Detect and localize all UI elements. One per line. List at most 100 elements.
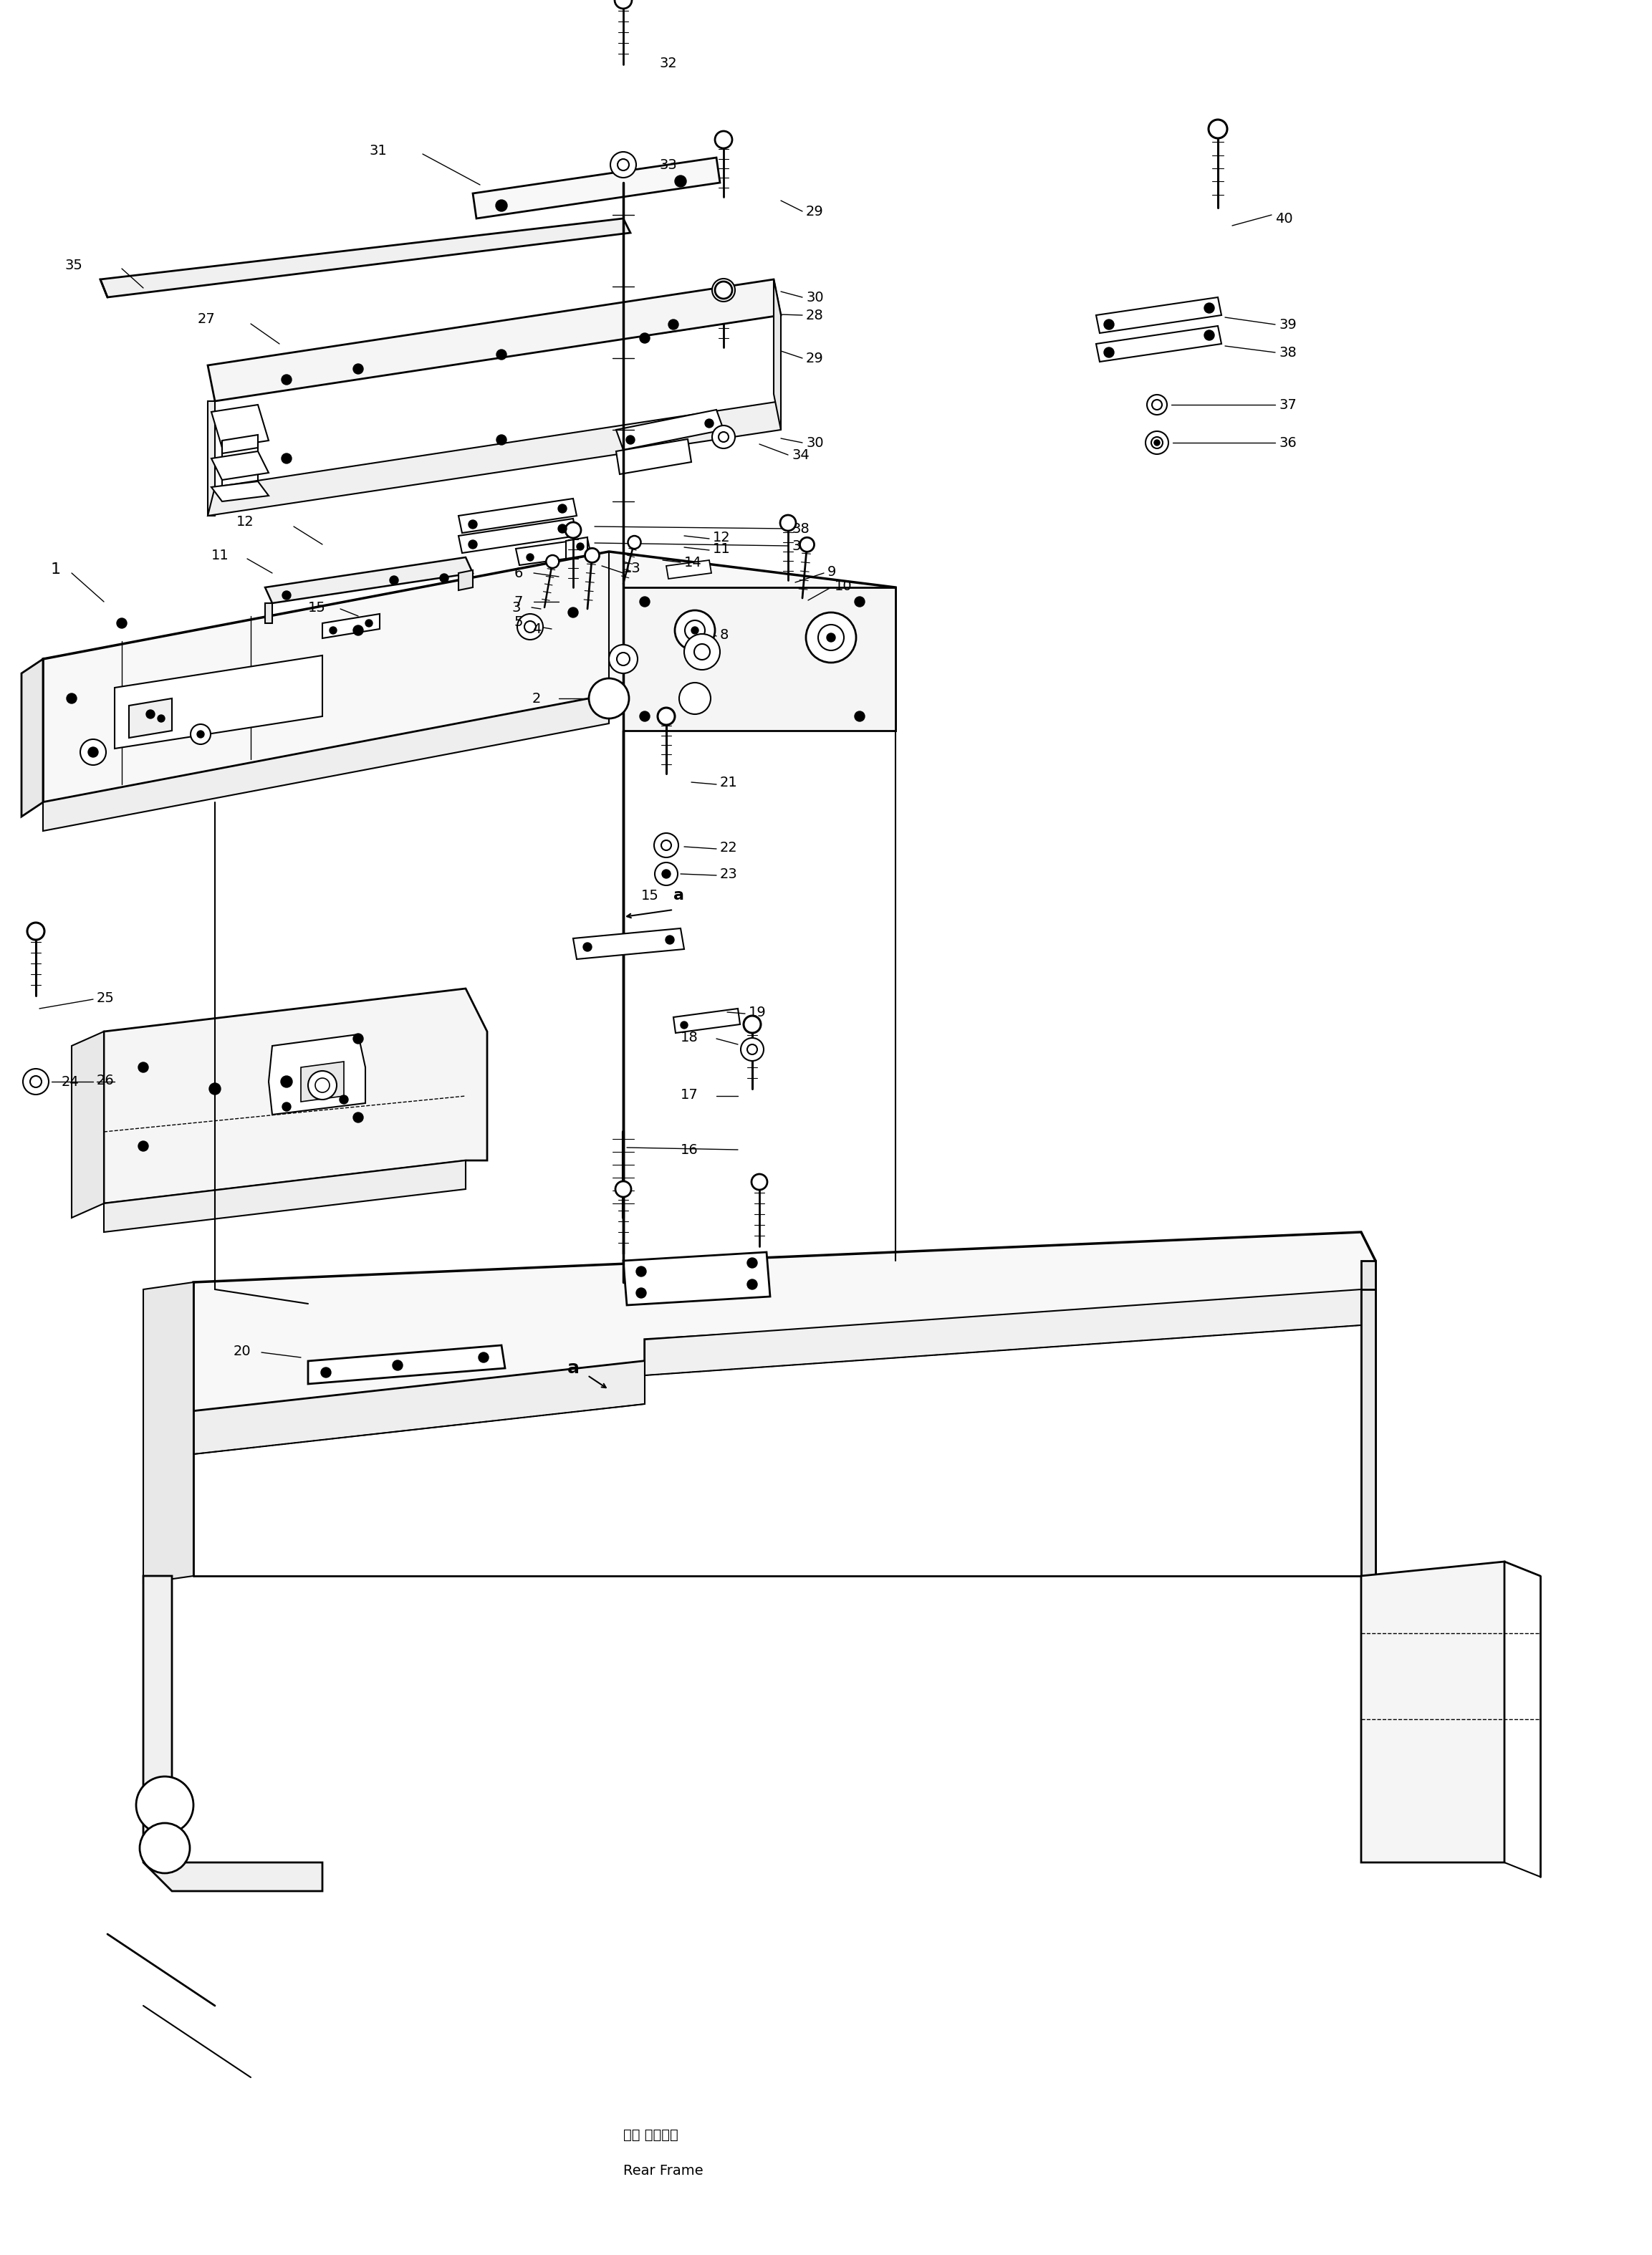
Circle shape xyxy=(190,724,210,744)
Circle shape xyxy=(818,625,844,649)
Polygon shape xyxy=(322,613,380,638)
Circle shape xyxy=(800,537,814,552)
Polygon shape xyxy=(1361,1290,1376,1576)
Circle shape xyxy=(26,922,45,940)
Circle shape xyxy=(694,645,710,661)
Circle shape xyxy=(715,282,732,298)
Polygon shape xyxy=(211,451,269,480)
Circle shape xyxy=(390,575,398,584)
Polygon shape xyxy=(71,1031,104,1218)
Text: 37: 37 xyxy=(1279,397,1297,410)
Polygon shape xyxy=(616,440,691,474)
Circle shape xyxy=(626,435,634,444)
Circle shape xyxy=(712,426,735,449)
Text: 25: 25 xyxy=(97,990,114,1006)
Circle shape xyxy=(1204,329,1214,341)
Circle shape xyxy=(752,1175,767,1191)
Circle shape xyxy=(307,1071,337,1100)
Circle shape xyxy=(568,607,578,618)
Circle shape xyxy=(719,433,729,442)
Circle shape xyxy=(740,1037,763,1060)
Text: 33: 33 xyxy=(659,158,677,171)
Circle shape xyxy=(157,715,165,722)
Circle shape xyxy=(210,1082,221,1094)
Text: 29: 29 xyxy=(806,352,824,365)
Polygon shape xyxy=(307,1346,506,1385)
Circle shape xyxy=(712,280,735,302)
Circle shape xyxy=(281,453,291,465)
Polygon shape xyxy=(459,571,472,591)
Circle shape xyxy=(439,573,448,582)
Circle shape xyxy=(139,1141,149,1150)
Polygon shape xyxy=(43,695,610,830)
Circle shape xyxy=(354,1033,363,1044)
Polygon shape xyxy=(208,280,781,401)
Circle shape xyxy=(585,548,600,561)
Circle shape xyxy=(30,1076,41,1087)
Circle shape xyxy=(23,1069,48,1094)
Polygon shape xyxy=(459,519,577,552)
Circle shape xyxy=(527,555,534,561)
Circle shape xyxy=(565,523,582,539)
Circle shape xyxy=(679,683,710,715)
Circle shape xyxy=(354,363,363,374)
Circle shape xyxy=(654,861,677,886)
Polygon shape xyxy=(674,1008,740,1033)
Text: 38: 38 xyxy=(791,521,809,534)
Polygon shape xyxy=(208,401,215,516)
Circle shape xyxy=(547,555,558,568)
Text: 38: 38 xyxy=(1279,345,1297,359)
Text: 16: 16 xyxy=(681,1143,699,1157)
Circle shape xyxy=(281,1076,292,1087)
Circle shape xyxy=(354,1112,363,1123)
Circle shape xyxy=(316,1078,329,1091)
Polygon shape xyxy=(104,988,487,1204)
Text: 39: 39 xyxy=(791,539,809,552)
Circle shape xyxy=(854,598,864,607)
Text: 15: 15 xyxy=(641,888,659,902)
Circle shape xyxy=(365,620,372,627)
Polygon shape xyxy=(264,557,472,602)
Text: 34: 34 xyxy=(791,449,809,462)
Polygon shape xyxy=(567,537,588,559)
Circle shape xyxy=(66,692,76,704)
Circle shape xyxy=(1204,302,1214,313)
Text: 30: 30 xyxy=(806,291,824,304)
Text: 11: 11 xyxy=(712,541,730,555)
Polygon shape xyxy=(104,1161,466,1231)
Circle shape xyxy=(747,1279,757,1290)
Circle shape xyxy=(1104,347,1113,359)
Circle shape xyxy=(577,543,583,550)
Text: 14: 14 xyxy=(684,555,702,568)
Circle shape xyxy=(610,645,638,674)
Circle shape xyxy=(496,201,507,212)
Text: 10: 10 xyxy=(834,580,852,593)
Circle shape xyxy=(616,1182,631,1197)
Text: 6: 6 xyxy=(514,566,524,580)
Text: 39: 39 xyxy=(1279,318,1297,331)
Polygon shape xyxy=(1095,298,1221,334)
Text: 21: 21 xyxy=(720,776,738,789)
Text: 12: 12 xyxy=(236,514,254,528)
Polygon shape xyxy=(1095,327,1221,361)
Text: 29: 29 xyxy=(806,205,824,219)
Text: 19: 19 xyxy=(748,1006,767,1019)
Polygon shape xyxy=(773,280,781,431)
Polygon shape xyxy=(21,658,43,816)
Polygon shape xyxy=(144,1283,193,1583)
Text: 30: 30 xyxy=(806,435,824,449)
Circle shape xyxy=(747,1258,757,1267)
Circle shape xyxy=(524,620,535,631)
Circle shape xyxy=(1151,399,1161,410)
Circle shape xyxy=(618,160,629,171)
Text: 1: 1 xyxy=(51,561,61,577)
Text: a: a xyxy=(674,888,684,902)
Circle shape xyxy=(558,525,567,532)
Circle shape xyxy=(117,618,127,629)
Circle shape xyxy=(135,1777,193,1833)
Polygon shape xyxy=(1361,1563,1505,1863)
Circle shape xyxy=(1104,320,1113,329)
Circle shape xyxy=(826,634,836,643)
Polygon shape xyxy=(472,158,720,219)
Text: 28: 28 xyxy=(806,309,824,322)
